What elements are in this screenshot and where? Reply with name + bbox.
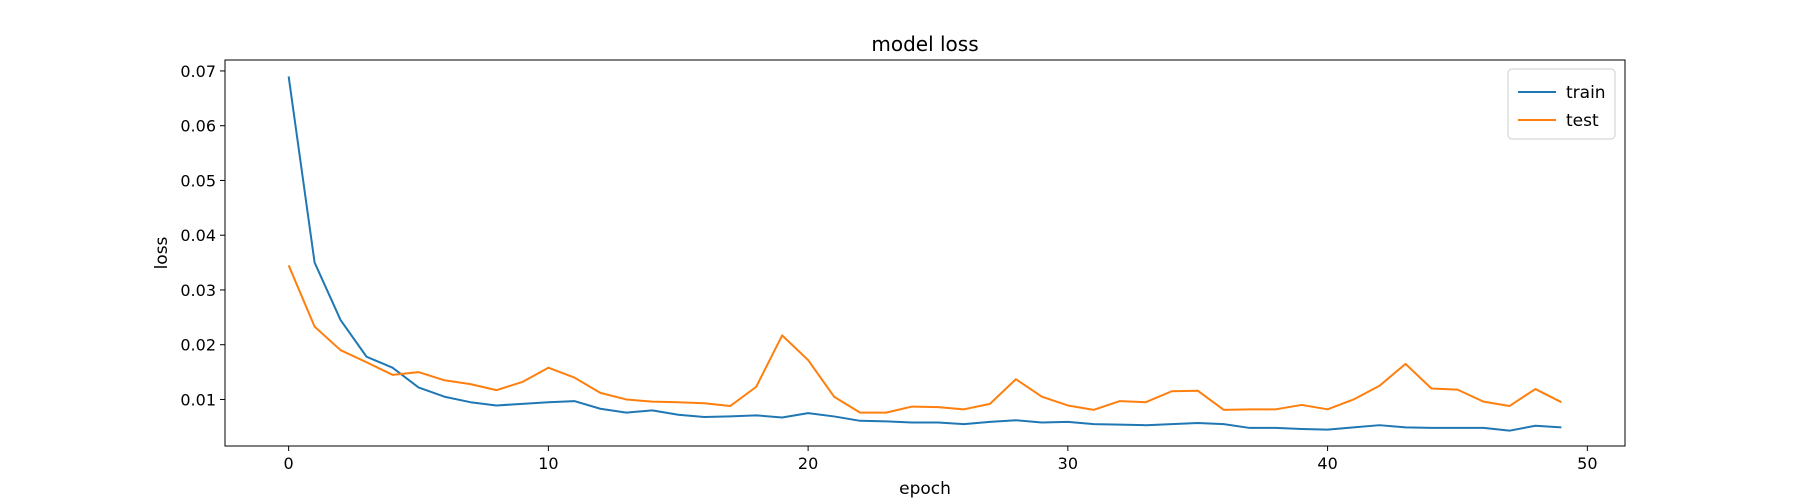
legend-label-test: test <box>1566 111 1599 131</box>
series-line-test <box>287 264 1562 414</box>
y-tick-label: 0.01 <box>180 390 216 409</box>
plot-area <box>287 76 1562 432</box>
series-line-train <box>287 76 1562 432</box>
x-tick-label: 20 <box>798 454 818 473</box>
x-tick-label: 30 <box>1058 454 1078 473</box>
y-axis: 0.01 0.02 0.03 0.04 0.05 0.06 0.07 <box>180 62 225 409</box>
y-tick-label: 0.06 <box>180 117 216 136</box>
plot-frame <box>224 59 1626 447</box>
legend: train test <box>1507 68 1616 140</box>
x-axis-label: epoch <box>899 479 951 499</box>
legend-label-train: train <box>1566 83 1606 103</box>
legend-box <box>1507 68 1616 140</box>
x-tick-label: 50 <box>1577 454 1597 473</box>
y-tick-label: 0.04 <box>180 226 216 245</box>
x-tick-label: 40 <box>1317 454 1337 473</box>
x-tick-label: 10 <box>538 454 558 473</box>
x-axis: 0 10 20 30 40 50 <box>284 446 1598 473</box>
chart-title: model loss <box>871 32 978 56</box>
y-tick-label: 0.05 <box>180 171 216 190</box>
y-axis-label: loss <box>152 236 172 269</box>
y-tick-label: 0.02 <box>180 336 216 355</box>
x-tick-label: 0 <box>284 454 294 473</box>
y-tick-label: 0.07 <box>180 62 216 81</box>
y-tick-label: 0.03 <box>180 281 216 300</box>
